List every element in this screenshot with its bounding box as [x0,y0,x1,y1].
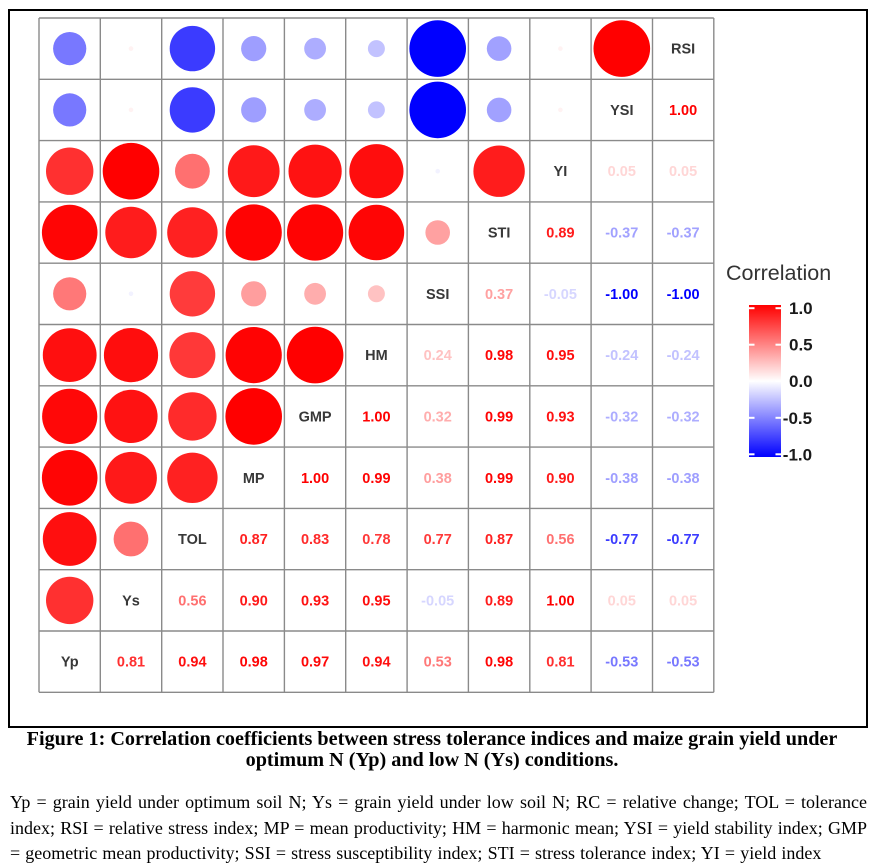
svg-text:-0.38: -0.38 [605,471,638,487]
svg-text:YSI: YSI [610,103,633,119]
svg-text:0.94: 0.94 [178,655,206,671]
svg-text:-0.77: -0.77 [605,532,638,548]
svg-text:-0.37: -0.37 [605,226,638,242]
svg-text:0.05: 0.05 [608,164,636,180]
svg-text:0.81: 0.81 [117,655,145,671]
svg-text:0.77: 0.77 [424,532,452,548]
svg-text:0.99: 0.99 [485,409,513,425]
svg-text:0.87: 0.87 [485,532,513,548]
svg-text:1.00: 1.00 [362,409,390,425]
svg-text:-0.37: -0.37 [667,226,700,242]
svg-text:Correlation: Correlation [726,261,831,285]
svg-text:-0.5: -0.5 [783,409,812,428]
svg-text:0.97: 0.97 [301,655,329,671]
svg-text:1.00: 1.00 [546,593,574,609]
svg-text:RSI: RSI [671,42,695,58]
svg-text:-0.53: -0.53 [605,655,638,671]
svg-text:-0.38: -0.38 [667,471,700,487]
svg-text:-0.24: -0.24 [667,348,700,364]
svg-text:0.05: 0.05 [608,593,636,609]
svg-text:0.32: 0.32 [424,409,452,425]
svg-text:0.83: 0.83 [301,532,329,548]
svg-text:0.24: 0.24 [424,348,452,364]
svg-text:1.00: 1.00 [301,471,329,487]
svg-text:-0.77: -0.77 [667,532,700,548]
svg-text:TOL: TOL [178,532,207,548]
svg-text:-0.05: -0.05 [421,593,454,609]
svg-text:0.90: 0.90 [546,471,574,487]
svg-text:0.56: 0.56 [546,532,574,548]
svg-text:0.93: 0.93 [546,409,574,425]
svg-text:-1.00: -1.00 [667,287,700,303]
svg-text:0.0: 0.0 [789,372,813,391]
svg-text:STI: STI [488,226,511,242]
svg-text:0.5: 0.5 [789,336,813,355]
svg-text:0.05: 0.05 [669,593,697,609]
svg-text:-1.0: -1.0 [783,445,812,464]
svg-text:0.98: 0.98 [240,655,268,671]
svg-text:1.00: 1.00 [669,103,697,119]
svg-text:0.98: 0.98 [485,655,513,671]
svg-text:0.56: 0.56 [178,593,206,609]
svg-text:0.81: 0.81 [546,655,574,671]
svg-text:0.95: 0.95 [362,593,390,609]
svg-text:0.99: 0.99 [362,471,390,487]
svg-text:MP: MP [243,471,265,487]
svg-text:-0.32: -0.32 [605,409,638,425]
svg-text:YI: YI [554,164,568,180]
svg-text:0.94: 0.94 [362,655,390,671]
svg-text:-0.53: -0.53 [667,655,700,671]
svg-text:0.78: 0.78 [362,532,390,548]
svg-text:SSI: SSI [426,287,449,303]
svg-text:0.90: 0.90 [240,593,268,609]
svg-text:-0.05: -0.05 [544,287,577,303]
svg-text:-0.32: -0.32 [667,409,700,425]
svg-text:Yp: Yp [61,655,79,671]
svg-text:0.89: 0.89 [546,226,574,242]
svg-text:0.99: 0.99 [485,471,513,487]
svg-text:0.38: 0.38 [424,471,452,487]
svg-text:0.98: 0.98 [485,348,513,364]
svg-text:0.37: 0.37 [485,287,513,303]
svg-text:0.95: 0.95 [546,348,574,364]
svg-text:0.87: 0.87 [240,532,268,548]
svg-text:-1.00: -1.00 [605,287,638,303]
svg-text:0.53: 0.53 [424,655,452,671]
svg-text:0.93: 0.93 [301,593,329,609]
svg-text:0.05: 0.05 [669,164,697,180]
svg-text:0.89: 0.89 [485,593,513,609]
svg-text:1.0: 1.0 [789,299,813,318]
svg-text:-0.24: -0.24 [605,348,638,364]
svg-text:Ys: Ys [122,593,140,609]
svg-text:GMP: GMP [299,409,332,425]
svg-text:HM: HM [365,348,388,364]
